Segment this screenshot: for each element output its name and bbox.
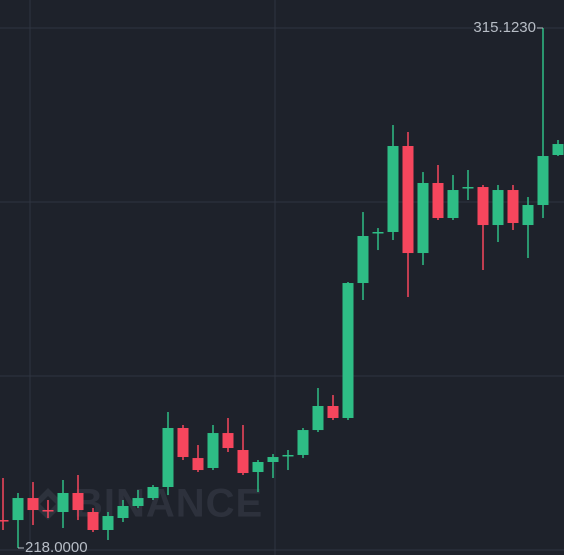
candle-body xyxy=(357,236,369,284)
annotation-label: 315.1230 xyxy=(473,19,536,36)
candle-body xyxy=(522,205,534,226)
candle-body xyxy=(417,183,429,254)
candle-body xyxy=(297,430,309,455)
candle-body xyxy=(237,450,249,474)
candle-body xyxy=(222,433,234,449)
candle-body xyxy=(42,510,54,512)
candle-body xyxy=(282,454,294,457)
candle-body xyxy=(192,458,204,471)
watermark-logo xyxy=(32,488,64,520)
candle-body xyxy=(0,520,9,522)
candle-body xyxy=(477,187,489,226)
candle-body xyxy=(462,187,474,189)
candles xyxy=(0,27,564,548)
candle-body xyxy=(57,493,69,513)
candle-body xyxy=(207,433,219,468)
candle-body xyxy=(327,405,339,418)
candle-body xyxy=(12,498,24,521)
candle-body xyxy=(87,512,99,530)
candle-body xyxy=(432,183,444,219)
candle-body xyxy=(147,487,159,499)
annotation-label: 218.0000 xyxy=(25,539,88,555)
candle-body xyxy=(507,190,519,223)
candle-body xyxy=(132,498,144,507)
candle-body xyxy=(537,156,549,206)
candle-body xyxy=(447,190,459,219)
candle-body xyxy=(162,428,174,488)
candle-body xyxy=(402,146,414,254)
candle-body xyxy=(267,457,279,463)
candle-body xyxy=(387,146,399,232)
candle-body xyxy=(552,144,564,155)
candle-body xyxy=(312,405,324,431)
candle-body xyxy=(342,283,354,418)
candle-body xyxy=(102,516,114,530)
candle-body xyxy=(72,493,84,511)
candle-body xyxy=(177,428,189,458)
candle-body xyxy=(492,190,504,226)
candle-body xyxy=(252,462,264,473)
candle-body xyxy=(27,498,39,511)
candle-body xyxy=(372,231,384,234)
candle-body xyxy=(117,506,129,519)
